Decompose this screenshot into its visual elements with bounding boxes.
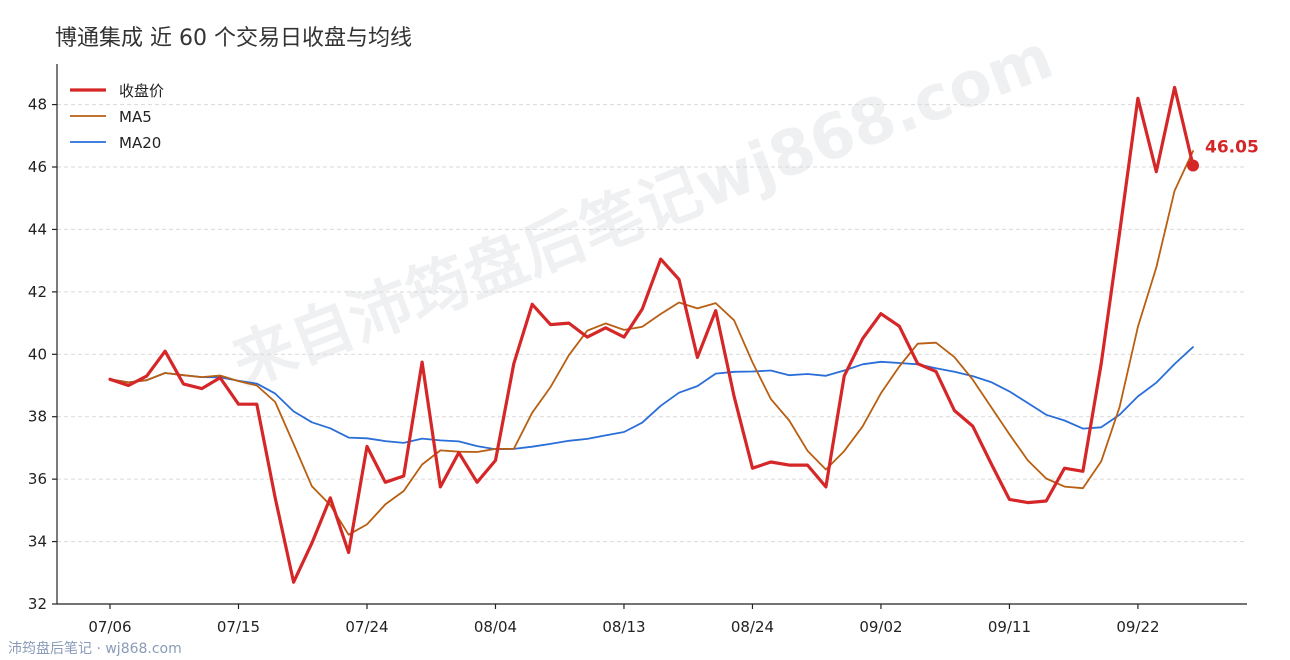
footer-source: 沛筠盘后笔记 · wj868.com [8, 640, 182, 657]
legend-label: MA5 [119, 108, 152, 126]
y-tick-label: 38 [28, 408, 47, 426]
last-value-dot [1187, 159, 1199, 172]
x-tick-label: 07/24 [345, 618, 388, 636]
y-tick-label: 46 [28, 158, 47, 176]
x-tick-label: 07/06 [88, 618, 131, 636]
y-tick-label: 44 [28, 220, 47, 238]
series-line-2 [109, 346, 1194, 451]
legend-label: MA20 [119, 134, 161, 152]
y-tick-label: 40 [28, 345, 47, 363]
y-tick-label: 48 [28, 96, 47, 114]
last-value-marker: 46.05 [1187, 137, 1259, 172]
x-tick-label: 09/02 [859, 618, 902, 636]
y-ticks: 32 34 36 38 40 42 44 46 48 [28, 96, 57, 613]
series-line-0 [108, 85, 1195, 584]
y-tick-label: 42 [28, 283, 47, 301]
x-tick-label: 09/11 [988, 618, 1031, 636]
series-layer [108, 85, 1195, 584]
x-tick-label: 07/15 [217, 618, 260, 636]
axes [56, 64, 1247, 605]
x-tick-label: 09/22 [1116, 618, 1159, 636]
x-tick-label: 08/13 [602, 618, 645, 636]
chart-title: 博通集成 近 60 个交易日收盘与均线 [55, 26, 412, 51]
last-value-label: 46.05 [1205, 137, 1259, 157]
x-ticks: 07/06 07/15 07/24 08/04 08/13 08/24 09/02 09/11… [88, 604, 1160, 636]
y-tick-label: 32 [28, 595, 47, 613]
x-tick-label: 08/24 [731, 618, 774, 636]
legend-label: 收盘价 [119, 82, 164, 100]
x-tick-label: 08/04 [474, 618, 517, 636]
y-tick-label: 34 [28, 533, 47, 551]
y-tick-label: 36 [28, 470, 47, 488]
legend: 收盘价 MA5 MA20 [70, 82, 164, 152]
series-line-1 [109, 150, 1194, 536]
